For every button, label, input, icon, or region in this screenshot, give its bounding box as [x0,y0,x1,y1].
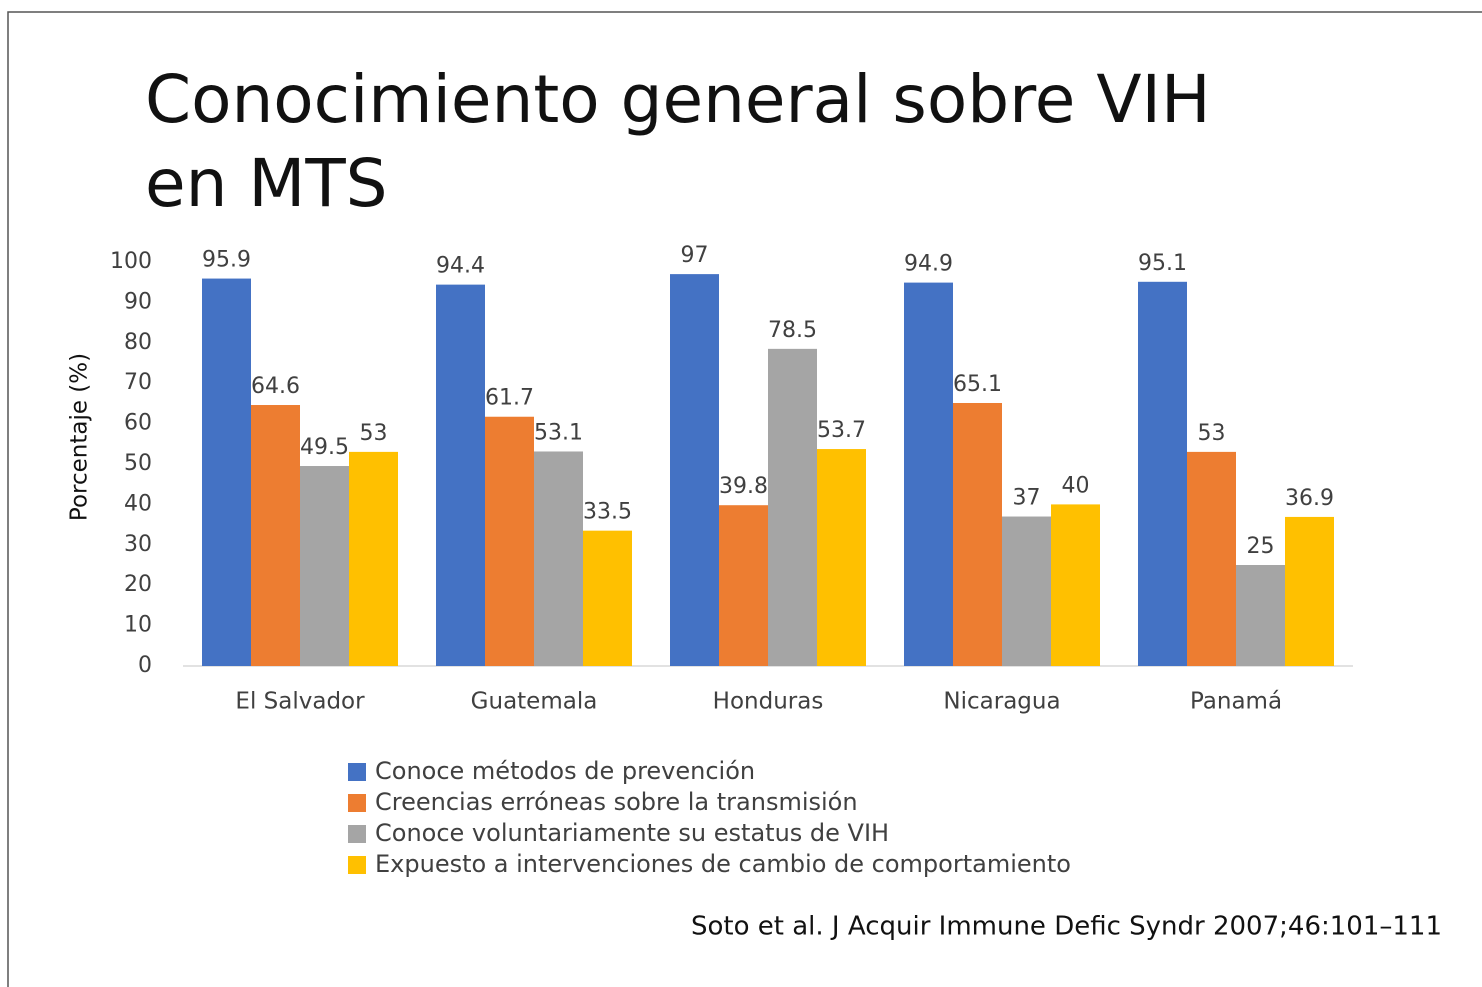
data-label: 95.1 [1138,251,1187,276]
title-line: Conocimiento general sobre VIH [145,61,1211,138]
bar [1138,281,1187,666]
bar [251,405,300,666]
bar [534,451,583,666]
legend-label: Conoce voluntariamente su estatus de VIH [375,819,889,847]
title-line: en MTS [145,145,388,222]
bar [719,505,768,666]
data-label: 36.9 [1285,486,1334,511]
data-label: 53 [1198,421,1226,446]
legend-swatch [348,763,366,781]
y-tick-label: 60 [124,411,152,436]
x-tick-label: El Salvador [235,689,365,715]
y-tick-label: 20 [124,572,152,597]
y-tick-label: 50 [124,451,152,476]
y-tick-label: 10 [124,613,152,638]
x-tick-label: Guatemala [471,689,598,715]
bar [670,274,719,666]
bar [436,284,485,666]
data-label: 33.5 [583,500,632,525]
y-tick-label: 80 [124,330,152,355]
legend-label: Expuesto a intervenciones de cambio de c… [375,850,1071,878]
data-label: 61.7 [485,386,534,411]
data-label: 53 [360,421,388,446]
bar [1236,565,1285,666]
legend-label: Conoce métodos de prevención [375,757,755,785]
bar [349,451,398,666]
bar [904,282,953,666]
data-label: 53.1 [534,420,583,445]
y-tick-label: 90 [124,289,152,314]
bar [953,402,1002,666]
x-tick-label: Nicaragua [943,689,1060,715]
bar [1051,504,1100,666]
x-tick-label: Honduras [713,689,824,715]
y-tick-label: 0 [138,653,152,678]
data-label: 94.4 [436,254,485,279]
bar [300,466,349,666]
data-label: 78.5 [768,318,817,343]
legend-swatch [348,794,366,812]
legend-swatch [348,825,366,843]
bar [485,416,534,666]
legend-label: Creencias erróneas sobre la transmisión [375,788,858,816]
y-axis-label: Porcentaje (%) [67,353,93,521]
data-label: 64.6 [251,374,300,399]
data-label: 40 [1062,473,1090,498]
data-label: 25 [1247,534,1275,559]
source: Soto et al. J Acquir Immune Defic Syndr … [691,912,1442,942]
data-label: 39.8 [719,474,768,499]
bar [1285,516,1334,666]
y-tick-label: 70 [124,370,152,395]
bar [583,530,632,666]
bar [1002,516,1051,666]
y-tick-label: 30 [124,532,152,557]
y-tick-label: 40 [124,491,152,516]
bar [817,449,866,666]
data-label: 95.9 [202,248,251,273]
data-label: 53.7 [817,418,866,443]
bar [768,348,817,666]
data-label: 97 [681,243,709,268]
x-tick-label: Panamá [1190,689,1282,715]
data-label: 49.5 [300,435,349,460]
data-label: 65.1 [953,372,1002,397]
data-label: 94.9 [904,252,953,277]
y-tick-label: 100 [110,249,152,274]
data-label: 37 [1013,486,1041,511]
bar [202,278,251,666]
bar [1187,451,1236,666]
legend-swatch [348,856,366,874]
